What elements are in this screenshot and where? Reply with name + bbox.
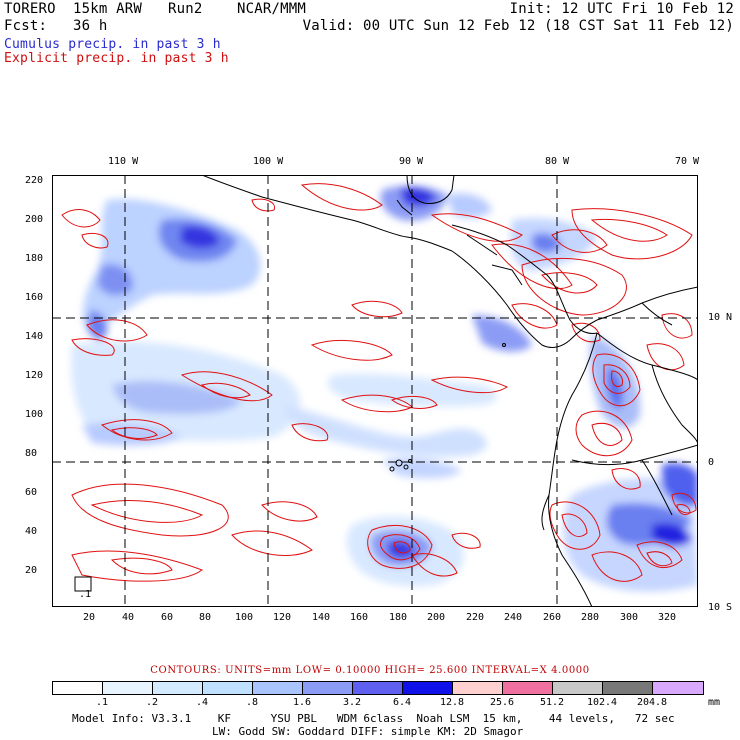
x-tick: 320	[658, 612, 677, 623]
y-tick: 40	[25, 526, 38, 537]
colorbar-label: 102.4	[586, 697, 618, 708]
colorbar-swatch	[453, 682, 503, 694]
x-tick: 220	[466, 612, 485, 623]
init-time: Init: 12 UTC Fri 10 Feb 12	[509, 1, 734, 17]
colorbar-swatch	[53, 682, 103, 694]
x-tick: 160	[350, 612, 369, 623]
colorbar-label: 12.8	[439, 697, 465, 708]
colorbar-swatch	[553, 682, 603, 694]
y-tick: 140	[25, 331, 44, 342]
lon-label-70w: 70 W	[675, 156, 700, 167]
colorbar-label: 25.6	[489, 697, 515, 708]
lat-label-10s: 10 S	[708, 602, 733, 613]
small-value-marker	[74, 576, 92, 592]
model-info-line1: Model Info: V3.3.1 KF YSU PBL WDM 6class…	[72, 712, 675, 725]
colorbar-label: 51.2	[539, 697, 565, 708]
colorbar-label: 6.4	[392, 697, 412, 708]
y-tick: 120	[25, 370, 44, 381]
colorbar	[52, 681, 704, 695]
x-tick: 140	[312, 612, 331, 623]
latlon-grid	[52, 175, 698, 607]
precip-map	[52, 175, 698, 607]
legend-explicit: Explicit precip. in past 3 h	[4, 51, 229, 66]
cumulus-precip-shading	[71, 185, 698, 592]
colorbar-swatch	[503, 682, 553, 694]
lon-label-110w: 110 W	[108, 156, 139, 167]
x-tick: 60	[161, 612, 174, 623]
y-tick: 80	[25, 448, 38, 459]
colorbar-label: .1	[95, 697, 109, 708]
colorbar-swatch	[403, 682, 453, 694]
valid-time: Valid: 00 UTC Sun 12 Feb 12 (18 CST Sat …	[302, 18, 734, 34]
x-tick: 280	[581, 612, 600, 623]
colorbar-swatch	[153, 682, 203, 694]
model-info-line2: LW: Godd SW: Goddard DIFF: simple KM: 2D…	[212, 725, 524, 738]
lat-label-10n: 10 N	[708, 312, 733, 323]
x-tick: 200	[427, 612, 446, 623]
x-tick: 260	[543, 612, 562, 623]
x-tick: 300	[620, 612, 639, 623]
lon-label-100w: 100 W	[253, 156, 284, 167]
coastlines	[201, 175, 698, 607]
precip-map-svg	[52, 175, 698, 607]
y-tick: 20	[25, 565, 38, 576]
y-tick: 160	[25, 292, 44, 303]
x-tick: 40	[122, 612, 135, 623]
colorbar-swatch	[603, 682, 653, 694]
colorbar-label: .2	[145, 697, 159, 708]
x-tick: 180	[389, 612, 408, 623]
colorbar-swatch	[103, 682, 153, 694]
y-tick: 180	[25, 253, 44, 264]
colorbar-swatch	[653, 682, 703, 694]
x-tick: 100	[235, 612, 254, 623]
x-tick: 20	[83, 612, 96, 623]
y-tick: 100	[25, 409, 44, 420]
lon-label-80w: 80 W	[545, 156, 570, 167]
colorbar-swatch	[253, 682, 303, 694]
y-tick: 60	[25, 487, 38, 498]
x-tick: 240	[504, 612, 523, 623]
lon-label-90w: 90 W	[399, 156, 424, 167]
map-frame	[52, 175, 698, 607]
y-tick: 200	[25, 214, 44, 225]
colorbar-swatch	[353, 682, 403, 694]
legend-cumulus: Cumulus precip. in past 3 h	[4, 37, 221, 52]
small-value-label: .1	[79, 589, 92, 600]
y-tick: 220	[25, 175, 44, 186]
lat-label-0: 0	[708, 457, 715, 468]
x-tick: 80	[199, 612, 212, 623]
colorbar-unit: mm	[708, 697, 721, 708]
explicit-precip-contours	[61, 183, 697, 582]
colorbar-label: 3.2	[342, 697, 362, 708]
colorbar-swatch	[203, 682, 253, 694]
x-tick: 120	[273, 612, 292, 623]
colorbar-swatch	[303, 682, 353, 694]
colorbar-label: .8	[245, 697, 259, 708]
forecast-hour: Fcst: 36 h	[4, 18, 108, 34]
colorbar-label: 204.8	[636, 697, 668, 708]
contours-info: CONTOURS: UNITS=mm LOW= 0.10000 HIGH= 25…	[150, 665, 590, 676]
model-title: TORERO 15km ARW Run2 NCAR/MMM	[4, 1, 307, 17]
colorbar-label: .4	[195, 697, 209, 708]
colorbar-label: 1.6	[292, 697, 312, 708]
